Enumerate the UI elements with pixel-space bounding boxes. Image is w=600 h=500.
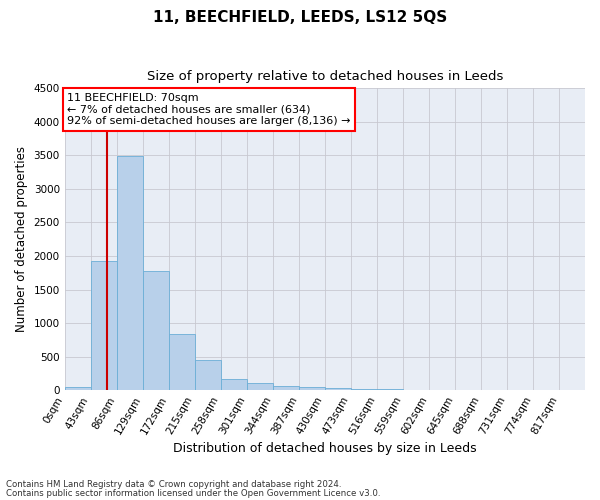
Bar [65,386,91,390]
Bar [143,272,169,390]
Bar [117,156,143,390]
Bar [325,388,351,390]
Text: 11 BEECHFIELD: 70sqm
← 7% of detached houses are smaller (634)
92% of semi-detac: 11 BEECHFIELD: 70sqm ← 7% of detached ho… [67,93,351,126]
Bar [247,384,273,390]
Y-axis label: Number of detached properties: Number of detached properties [15,146,28,332]
Bar [351,389,377,390]
Bar [91,262,117,390]
X-axis label: Distribution of detached houses by size in Leeds: Distribution of detached houses by size … [173,442,476,455]
Text: 11, BEECHFIELD, LEEDS, LS12 5QS: 11, BEECHFIELD, LEEDS, LS12 5QS [153,10,447,25]
Bar [221,380,247,390]
Text: Contains public sector information licensed under the Open Government Licence v3: Contains public sector information licen… [6,488,380,498]
Title: Size of property relative to detached houses in Leeds: Size of property relative to detached ho… [146,70,503,83]
Bar [195,360,221,390]
Bar [169,334,195,390]
Bar [299,386,325,390]
Bar [273,386,299,390]
Text: Contains HM Land Registry data © Crown copyright and database right 2024.: Contains HM Land Registry data © Crown c… [6,480,341,489]
